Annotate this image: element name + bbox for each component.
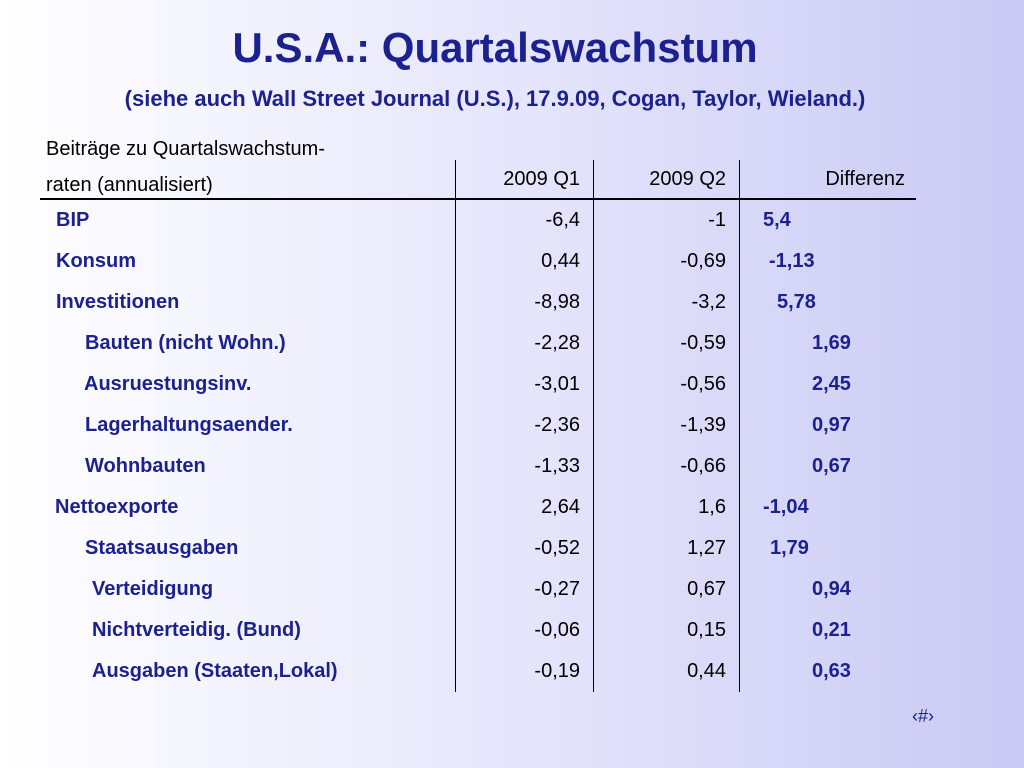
cell-difference: 1,69 — [812, 332, 851, 354]
table-row: Wohnbauten -1,33 -0,66 0,67 — [0, 455, 1024, 495]
table-row: Verteidigung -0,27 0,67 0,94 — [0, 578, 1024, 618]
cell-q1: -0,27 — [534, 578, 580, 600]
table-row: BIP -6,4 -1 5,4 — [0, 209, 1024, 249]
table-row: Investitionen -8,98 -3,2 5,78 — [0, 291, 1024, 331]
cell-q2: -0,59 — [680, 332, 726, 354]
slide-subtitle: (siehe auch Wall Street Journal (U.S.), … — [124, 86, 866, 111]
row-label: Nettoexporte — [55, 496, 179, 518]
row-label: Verteidigung — [92, 578, 214, 600]
column-header-diff: Differenz — [825, 168, 905, 190]
cell-q1: -6,4 — [545, 209, 580, 231]
cell-difference: 0,21 — [812, 619, 851, 641]
table-row: Ausgaben (Staaten,Lokal) -0,19 0,44 0,63 — [0, 660, 1024, 700]
cell-q2: 0,44 — [687, 660, 726, 682]
cell-difference: 0,63 — [812, 660, 851, 682]
row-label: Bauten (nicht Wohn.) — [85, 332, 286, 354]
cell-q2: 1,6 — [698, 496, 726, 518]
cell-difference: -1,13 — [769, 250, 815, 272]
row-label: Wohnbauten — [85, 455, 206, 477]
cell-q1: 2,64 — [541, 496, 580, 518]
cell-q1: -1,33 — [534, 455, 580, 477]
cell-difference: -1,04 — [763, 496, 809, 518]
table-row: Ausruestungsinv. -3,01 -0,56 2,45 — [0, 373, 1024, 413]
column-header-q1: 2009 Q1 — [503, 168, 580, 190]
cell-q1: -3,01 — [534, 373, 580, 395]
cell-q2: -0,69 — [680, 250, 726, 272]
cell-difference: 2,45 — [812, 373, 851, 395]
table-row: Konsum 0,44 -0,69 -1,13 — [0, 250, 1024, 290]
column-divider-1 — [455, 160, 456, 692]
cell-q2: -0,56 — [680, 373, 726, 395]
header-divider — [40, 198, 916, 200]
cell-q1: -0,06 — [534, 619, 580, 641]
table-row: Nettoexporte 2,64 1,6 -1,04 — [0, 496, 1024, 536]
cell-q2: -0,66 — [680, 455, 726, 477]
cell-q2: 0,67 — [687, 578, 726, 600]
row-label: BIP — [56, 209, 90, 231]
cell-q2: 0,15 — [687, 619, 726, 641]
cell-q2: -3,2 — [691, 291, 726, 313]
table-header-label-line2: raten (annualisiert) — [46, 174, 213, 196]
cell-q1: -0,19 — [534, 660, 580, 682]
column-divider-2 — [593, 160, 594, 692]
row-label: Konsum — [56, 250, 136, 272]
slide-title: U.S.A.: Quartalswachstum — [232, 24, 758, 71]
cell-difference: 5,4 — [763, 209, 791, 231]
cell-q2: 1,27 — [687, 537, 726, 559]
row-label: Ausgaben (Staaten,Lokal) — [92, 660, 338, 682]
cell-difference: 5,78 — [777, 291, 816, 313]
page-number: ‹#› — [912, 706, 934, 726]
cell-q1: -8,98 — [534, 291, 580, 313]
cell-q1: -0,52 — [534, 537, 580, 559]
cell-difference: 1,79 — [770, 537, 809, 559]
table-row: Lagerhaltungsaender. -2,36 -1,39 0,97 — [0, 414, 1024, 454]
table-row: Nichtverteidig. (Bund) -0,06 0,15 0,21 — [0, 619, 1024, 659]
cell-q1: 0,44 — [541, 250, 580, 272]
row-label: Investitionen — [56, 291, 180, 313]
column-divider-3 — [739, 160, 740, 692]
cell-q1: -2,36 — [534, 414, 580, 436]
row-label: Ausruestungsinv. — [84, 373, 252, 395]
cell-difference: 0,94 — [812, 578, 851, 600]
table-header-label-line1: Beiträge zu Quartalswachstum- — [46, 138, 326, 160]
cell-q2: -1,39 — [680, 414, 726, 436]
cell-q1: -2,28 — [534, 332, 580, 354]
column-header-q2: 2009 Q2 — [649, 168, 726, 190]
cell-difference: 0,67 — [812, 455, 851, 477]
row-label: Lagerhaltungsaender. — [85, 414, 293, 436]
cell-difference: 0,97 — [812, 414, 851, 436]
table-row: Bauten (nicht Wohn.) -2,28 -0,59 1,69 — [0, 332, 1024, 372]
cell-q2: -1 — [708, 209, 726, 231]
table-row: Staatsausgaben -0,52 1,27 1,79 — [0, 537, 1024, 577]
row-label: Staatsausgaben — [85, 537, 239, 559]
row-label: Nichtverteidig. (Bund) — [92, 619, 301, 641]
